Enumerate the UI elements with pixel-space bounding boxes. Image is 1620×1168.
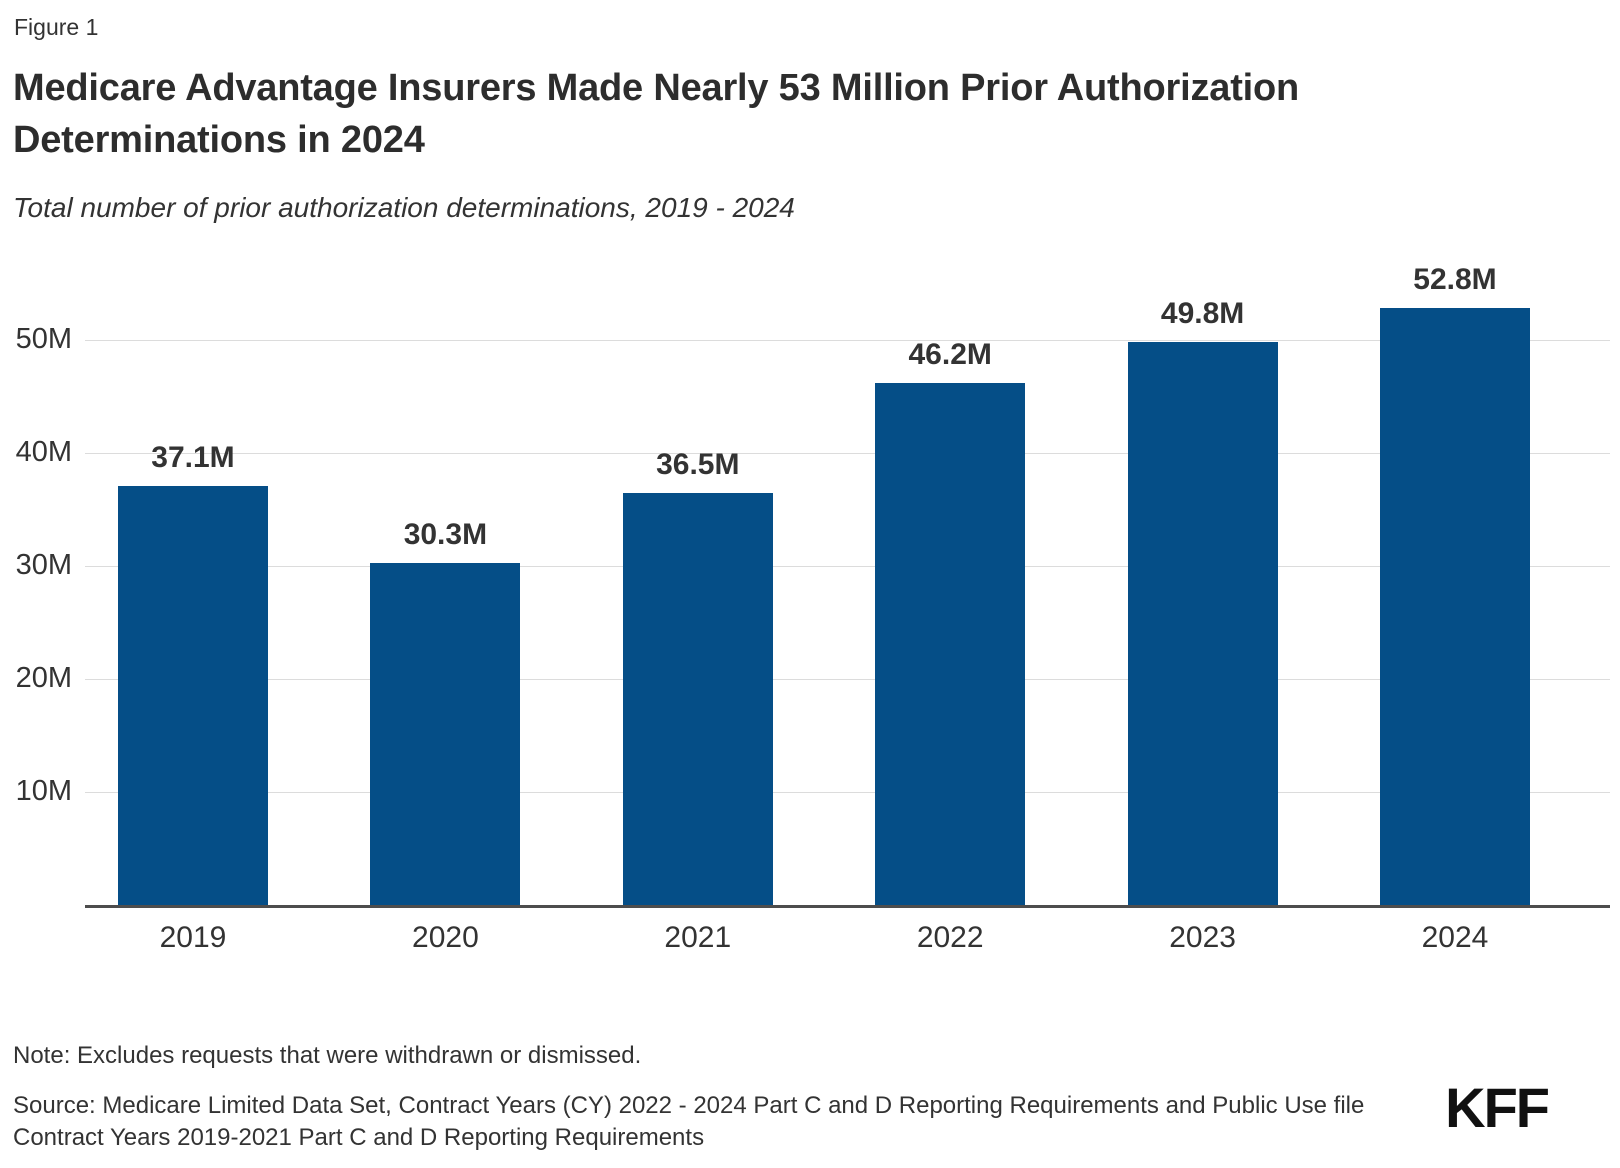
- bar-value-label: 52.8M: [1413, 263, 1497, 297]
- bar-value-label: 49.8M: [1160, 297, 1245, 331]
- note-text: Note: Excludes requests that were withdr…: [13, 1042, 642, 1069]
- chart-subtitle: Total number of prior authorization dete…: [13, 192, 795, 223]
- y-tick-label: 20M: [15, 662, 72, 694]
- x-tick-label: 2021: [664, 921, 732, 954]
- bar-value-label: 30.3M: [403, 517, 488, 551]
- y-tick-label: 40M: [15, 436, 72, 468]
- source-line: Source: Medicare Limited Data Set, Contr…: [13, 1092, 1365, 1119]
- gridline: [85, 679, 1610, 680]
- bar-chart: 10M 20M 30M 40M 50M 37.1M 2019 30.3M 2020 36.5M 20…: [0, 240, 1620, 960]
- bar: [1127, 342, 1278, 905]
- bar-value-label: 36.5M: [656, 447, 740, 481]
- bar-value-label: 37.1M: [151, 440, 235, 474]
- gridline: [85, 453, 1610, 454]
- bar: [1380, 308, 1530, 905]
- x-axis-line: [85, 905, 1610, 908]
- kff-logo: KFF: [1445, 1076, 1550, 1139]
- bar: [118, 485, 268, 905]
- x-tick-label: 2024: [1421, 921, 1489, 954]
- bar: [622, 492, 773, 905]
- figure-label: Figure 1: [14, 14, 99, 40]
- page-title: Medicare Advantage Insurers Made Nearly …: [13, 67, 1300, 162]
- y-tick-label: 50M: [15, 323, 72, 355]
- bar-value-label: 46.2M: [908, 337, 992, 371]
- x-tick-label: 2019: [159, 921, 227, 954]
- source-line: Contract Years 2019-2021 Part C and D Re…: [13, 1123, 705, 1151]
- gridline: [85, 792, 1610, 793]
- gridline: [85, 340, 1610, 341]
- y-tick-label: 30M: [15, 549, 72, 581]
- y-tick-label: 10M: [15, 775, 72, 807]
- bar: [370, 562, 521, 905]
- x-tick-label: 2023: [1169, 921, 1236, 954]
- x-tick-label: 2022: [916, 921, 984, 954]
- source-text: Source: Medicare Limited Data Set, Contr…: [13, 1090, 1364, 1154]
- bar: [875, 382, 1026, 905]
- gridline: [85, 566, 1610, 567]
- x-tick-label: 2020: [412, 921, 479, 954]
